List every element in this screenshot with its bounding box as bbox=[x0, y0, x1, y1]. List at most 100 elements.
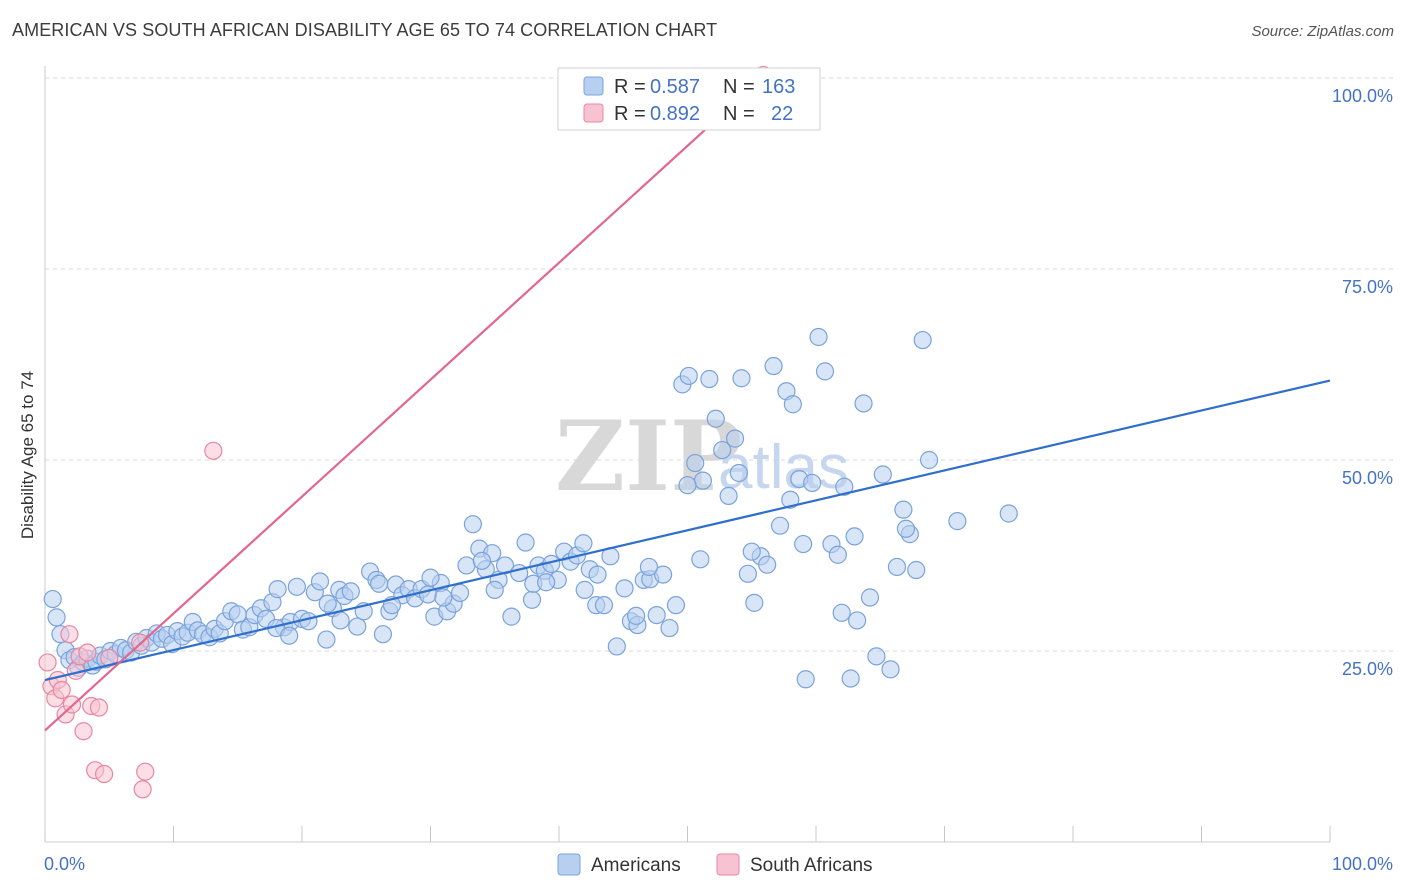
americans-point-171 bbox=[948, 512, 967, 531]
americans-point-153 bbox=[626, 606, 646, 625]
legend-swatch-americans bbox=[583, 76, 604, 96]
americans-point-112 bbox=[706, 409, 725, 428]
americans-point-166 bbox=[691, 550, 710, 569]
legend-r-value-americans: 0.587 bbox=[650, 76, 700, 98]
x-tick-label-max: 100.0% bbox=[1332, 854, 1393, 874]
y-tick-label-1: 50.0% bbox=[1342, 468, 1393, 488]
south-africans-point-15 bbox=[95, 764, 114, 784]
americans-point-156 bbox=[781, 490, 800, 509]
americans-point-132 bbox=[835, 477, 854, 496]
americans-point-154 bbox=[678, 476, 697, 495]
americans-point-103 bbox=[647, 605, 666, 625]
americans-point-47 bbox=[287, 577, 306, 596]
americans-point-159 bbox=[331, 611, 350, 630]
axes bbox=[44, 66, 1331, 843]
americans-point-52 bbox=[317, 630, 336, 649]
bottom-legend-label-south-africans: South Africans bbox=[750, 855, 873, 876]
legend-swatch-south-africans bbox=[583, 103, 604, 123]
trend-lines bbox=[44, 77, 1331, 732]
americans-point-135 bbox=[854, 394, 873, 413]
americans-point-157 bbox=[832, 603, 851, 622]
americans-point-139 bbox=[881, 660, 900, 679]
legend-n-label-south-africans: N = bbox=[723, 103, 755, 125]
americans-point-164 bbox=[588, 565, 607, 584]
americans-point-168 bbox=[794, 534, 813, 554]
americans-point-73 bbox=[450, 583, 470, 603]
x-tick-label-min: 0.0% bbox=[44, 854, 85, 874]
americans-point-144 bbox=[913, 330, 932, 350]
y-tick-label-2: 75.0% bbox=[1342, 277, 1393, 297]
americans-point-128 bbox=[809, 327, 828, 347]
y-axis-label: Disability Age 65 to 74 bbox=[18, 371, 37, 539]
south-africans-point-14 bbox=[89, 698, 109, 717]
south-africans-point-4 bbox=[52, 680, 71, 700]
legend-box: R = 0.587 N = 163 R = 0.892 N = 22 bbox=[557, 67, 821, 131]
south-africans-point-18 bbox=[133, 780, 152, 799]
americans-point-108 bbox=[679, 366, 698, 386]
americans-point-49 bbox=[299, 612, 318, 631]
south-africans-trend-line bbox=[44, 77, 763, 732]
legend-r-label-americans: R = bbox=[614, 76, 646, 98]
americans-point-121 bbox=[764, 356, 783, 376]
americans-point-172 bbox=[999, 504, 1018, 523]
americans-point-116 bbox=[732, 369, 751, 388]
americans-point-83 bbox=[516, 533, 535, 552]
americans-point-152 bbox=[575, 580, 594, 599]
americans-point-131 bbox=[828, 545, 847, 564]
americans-point-120 bbox=[758, 555, 777, 574]
south-africans-point-0 bbox=[38, 653, 57, 672]
americans-point-81 bbox=[502, 607, 521, 626]
legend-n-label-americans: N = bbox=[723, 76, 755, 98]
legend-r-label-south-africans: R = bbox=[614, 103, 646, 125]
americans-point-150 bbox=[472, 551, 491, 570]
americans-point-158 bbox=[280, 626, 299, 645]
bottom-legend: Americans South Africans bbox=[557, 853, 873, 876]
americans-point-51 bbox=[310, 572, 330, 591]
source-label: Source: ZipAtlas.com bbox=[1251, 23, 1394, 40]
americans-point-1 bbox=[47, 608, 66, 627]
americans-point-127 bbox=[803, 473, 822, 493]
legend-r-value-south-africans: 0.892 bbox=[650, 103, 700, 125]
americans-point-105 bbox=[660, 618, 679, 638]
americans-point-137 bbox=[867, 647, 886, 666]
americans-point-155 bbox=[729, 463, 749, 483]
americans-point-92 bbox=[574, 534, 593, 553]
y-tick-label-3: 100.0% bbox=[1332, 86, 1393, 106]
south-africans-point-11 bbox=[78, 643, 97, 662]
bottom-legend-label-americans: Americans bbox=[591, 855, 681, 876]
americans-point-61 bbox=[373, 625, 393, 644]
americans-point-170 bbox=[896, 519, 916, 538]
americans-point-97 bbox=[607, 637, 626, 656]
south-africans-point-20 bbox=[204, 441, 223, 460]
americans-point-148 bbox=[370, 574, 389, 593]
americans-point-74 bbox=[457, 556, 476, 575]
americans-point-162 bbox=[485, 580, 504, 599]
americans-point-44 bbox=[268, 580, 287, 599]
americans-point-161 bbox=[434, 588, 453, 607]
legend-n-value-americans: 163 bbox=[762, 76, 795, 98]
americans-point-115 bbox=[725, 429, 745, 448]
americans-point-167 bbox=[742, 542, 761, 561]
bottom-legend-swatch-americans bbox=[557, 853, 581, 876]
americans-point-75 bbox=[463, 515, 483, 534]
americans-point-109 bbox=[686, 453, 705, 473]
americans-point-98 bbox=[615, 579, 634, 598]
americans-point-56 bbox=[341, 582, 360, 601]
americans-point-165 bbox=[639, 557, 659, 577]
americans-point-111 bbox=[700, 369, 719, 389]
americans-point-113 bbox=[713, 440, 732, 460]
americans-point-106 bbox=[666, 596, 686, 615]
americans-point-126 bbox=[796, 670, 815, 689]
americans-trend-line bbox=[44, 379, 1331, 682]
americans-point-147 bbox=[318, 594, 337, 613]
americans-point-114 bbox=[719, 486, 738, 506]
americans-point-163 bbox=[537, 573, 556, 592]
south-africans-point-6 bbox=[60, 625, 79, 644]
americans-point-133 bbox=[841, 669, 860, 688]
americans-point-129 bbox=[815, 362, 835, 381]
y-tick-labels: 25.0% 50.0% 75.0% 100.0% bbox=[1332, 86, 1393, 679]
americans-point-110 bbox=[693, 471, 713, 490]
series-south-africans bbox=[38, 65, 773, 799]
americans-point-118 bbox=[745, 593, 764, 612]
